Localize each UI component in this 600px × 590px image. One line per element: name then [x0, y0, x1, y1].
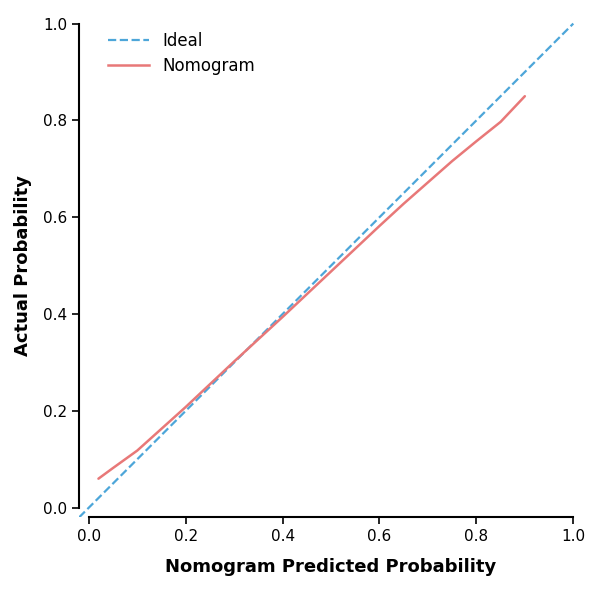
Y-axis label: Actual Probability: Actual Probability — [14, 175, 32, 356]
X-axis label: Nomogram Predicted Probability: Nomogram Predicted Probability — [166, 558, 497, 576]
Legend: Ideal, Nomogram: Ideal, Nomogram — [107, 32, 255, 75]
